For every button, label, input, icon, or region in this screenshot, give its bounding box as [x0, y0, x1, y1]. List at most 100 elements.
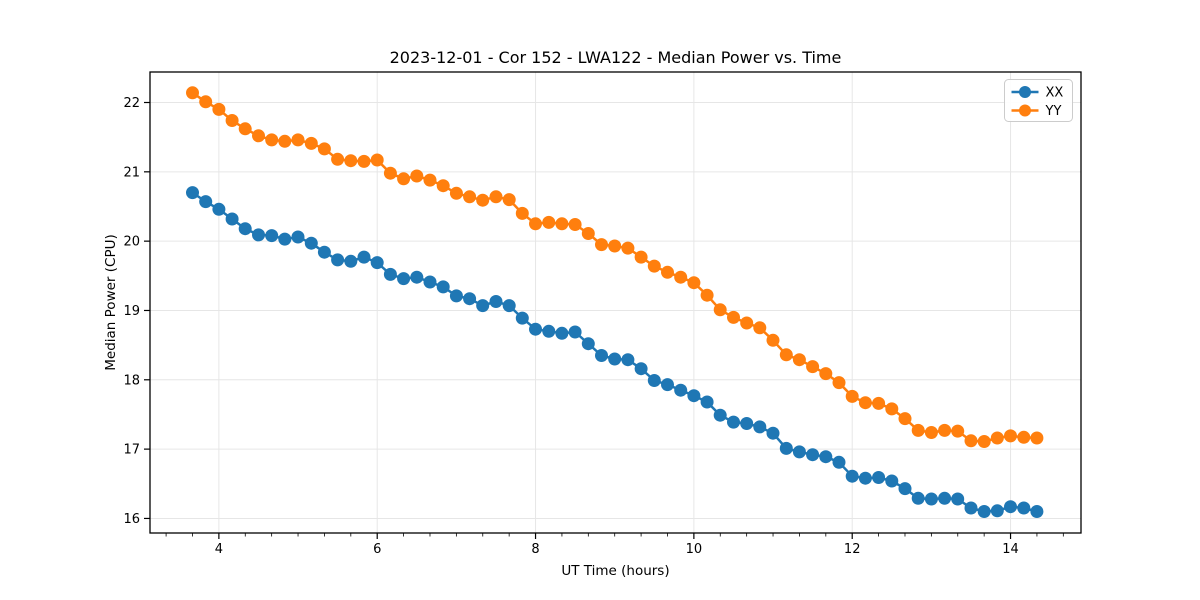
data-point-marker: [252, 129, 265, 143]
data-point-marker: [713, 303, 727, 317]
data-point-marker: [291, 133, 305, 147]
data-point-marker: [951, 492, 965, 506]
x-tick-label: 8: [531, 542, 539, 557]
data-point-marker: [529, 322, 542, 336]
data-point-marker: [885, 402, 899, 416]
data-point-marker: [489, 295, 503, 308]
data-point-marker: [568, 218, 582, 231]
data-point-marker: [238, 122, 252, 136]
data-point-marker: [436, 179, 450, 193]
data-point-marker: [661, 265, 674, 279]
legend-label-xx: XX: [1046, 86, 1064, 101]
data-point-marker: [700, 288, 714, 302]
data-point-marker: [344, 254, 358, 268]
data-point-marker: [357, 154, 371, 168]
data-point-marker: [186, 186, 199, 200]
data-point-marker: [397, 272, 411, 286]
data-point-marker: [674, 383, 688, 397]
data-point-marker: [832, 376, 846, 390]
data-point-marker: [647, 374, 661, 387]
data-point-marker: [595, 349, 608, 362]
axis-ticks: [144, 101, 1012, 539]
data-point-marker: [766, 333, 780, 347]
series-yy: [186, 86, 1044, 448]
data-point-marker: [911, 491, 925, 505]
y-tick-label: 16: [123, 512, 140, 527]
data-point-marker: [792, 445, 806, 459]
data-point-marker: [727, 415, 740, 429]
data-point-marker: [502, 193, 516, 207]
data-point-marker: [740, 417, 754, 430]
data-point-marker: [1030, 431, 1044, 445]
data-point-marker: [845, 389, 859, 403]
x-tick-label: 6: [373, 542, 381, 557]
data-point-marker: [331, 253, 345, 267]
data-point-marker: [1004, 500, 1017, 514]
data-point-marker: [819, 450, 833, 464]
data-point-marker: [687, 389, 701, 403]
legend-swatch-marker: [1019, 104, 1031, 117]
data-point-marker: [1030, 505, 1044, 518]
data-point-marker: [489, 190, 503, 204]
data-point-marker: [595, 238, 608, 252]
data-point-marker: [753, 420, 767, 434]
data-point-marker: [806, 448, 820, 462]
data-point-marker: [924, 492, 938, 506]
data-point-marker: [225, 212, 239, 226]
data-point-marker: [938, 423, 952, 437]
data-point-marker: [515, 311, 529, 325]
data-point-marker: [898, 482, 912, 496]
gridlines: [150, 72, 1081, 533]
data-point-marker: [924, 426, 938, 439]
data-point-marker: [647, 259, 661, 273]
chart-title: 2023-12-01 - Cor 152 - LWA122 - Median P…: [390, 48, 842, 67]
data-point-marker: [740, 316, 754, 330]
data-point-marker: [449, 186, 463, 200]
data-point-marker: [555, 326, 569, 340]
data-point-marker: [317, 245, 331, 259]
data-point-marker: [199, 95, 213, 109]
data-point-marker: [344, 154, 358, 168]
data-point-marker: [265, 229, 279, 243]
data-point-marker: [858, 471, 872, 485]
data-point-marker: [581, 337, 595, 351]
data-point-marker: [779, 441, 793, 455]
tick-labels: 4 6 8 10 12 14 16 17 18 19 20 21 22: [123, 96, 1018, 557]
data-point-marker: [423, 275, 437, 289]
data-point-marker: [806, 360, 820, 374]
data-point-marker: [872, 471, 886, 484]
plot-border: [149, 71, 1082, 534]
x-axis-minor-ticks: [165, 533, 1064, 537]
data-point-marker: [727, 310, 740, 324]
data-point-marker: [700, 395, 714, 409]
data-point-marker: [476, 193, 490, 207]
y-tick-label: 17: [123, 443, 140, 458]
legend: XX YY: [1004, 79, 1073, 122]
data-point-marker: [410, 169, 424, 183]
data-point-marker: [608, 352, 622, 366]
y-tick-label: 20: [123, 235, 140, 250]
x-tick-label: 12: [844, 542, 861, 557]
data-point-marker: [542, 324, 556, 338]
legend-swatch-marker: [1019, 86, 1031, 98]
data-point-marker: [779, 348, 793, 362]
data-point-marker: [766, 426, 780, 440]
data-point-marker: [964, 434, 978, 448]
data-point-marker: [687, 276, 701, 290]
legend-label-yy: YY: [1045, 104, 1062, 119]
x-tick-label: 10: [686, 542, 703, 557]
data-point-marker: [252, 228, 265, 242]
data-point-marker: [502, 299, 516, 313]
data-point-marker: [357, 250, 371, 264]
x-tick-label: 4: [215, 542, 223, 557]
data-point-marker: [581, 227, 595, 240]
data-point-marker: [383, 267, 397, 281]
y-axis-label: Median Power (CPU): [103, 234, 119, 370]
series-xx: [186, 186, 1044, 518]
data-point-marker: [225, 114, 239, 127]
data-point-marker: [621, 353, 635, 367]
data-point-marker: [370, 153, 384, 167]
data-point-marker: [832, 455, 846, 469]
y-tick-label: 18: [123, 373, 140, 388]
data-point-marker: [938, 491, 952, 505]
